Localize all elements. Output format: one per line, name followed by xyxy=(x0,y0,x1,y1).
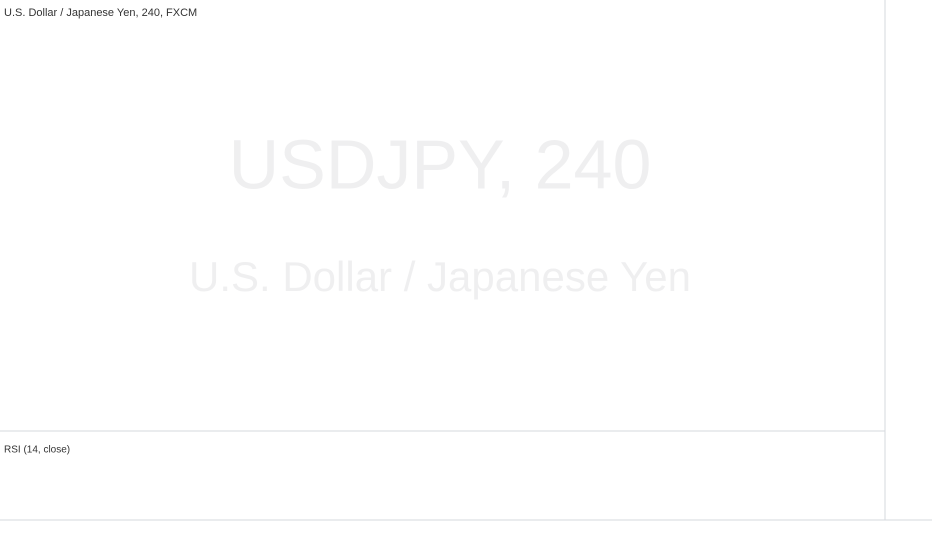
watermark-subtitle: U.S. Dollar / Japanese Yen xyxy=(189,253,691,300)
rsi-title: RSI (14, close) xyxy=(4,445,70,456)
chart-title: U.S. Dollar / Japanese Yen, 240, FXCM xyxy=(4,7,197,19)
watermark: USDJPY, 240 xyxy=(229,125,652,203)
